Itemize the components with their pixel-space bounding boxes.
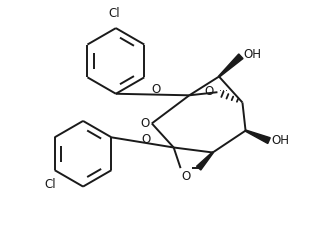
Text: O: O	[151, 82, 161, 96]
Polygon shape	[245, 130, 270, 143]
Text: ···: ···	[219, 86, 228, 97]
Text: O: O	[182, 170, 191, 183]
Text: O: O	[140, 117, 150, 130]
Polygon shape	[197, 152, 213, 170]
Text: Cl: Cl	[44, 178, 56, 191]
Text: OH: OH	[271, 134, 290, 147]
Text: OH: OH	[244, 48, 261, 61]
Text: Cl: Cl	[109, 7, 120, 20]
Polygon shape	[218, 54, 243, 77]
Text: O: O	[141, 133, 150, 146]
Text: O: O	[204, 85, 214, 98]
